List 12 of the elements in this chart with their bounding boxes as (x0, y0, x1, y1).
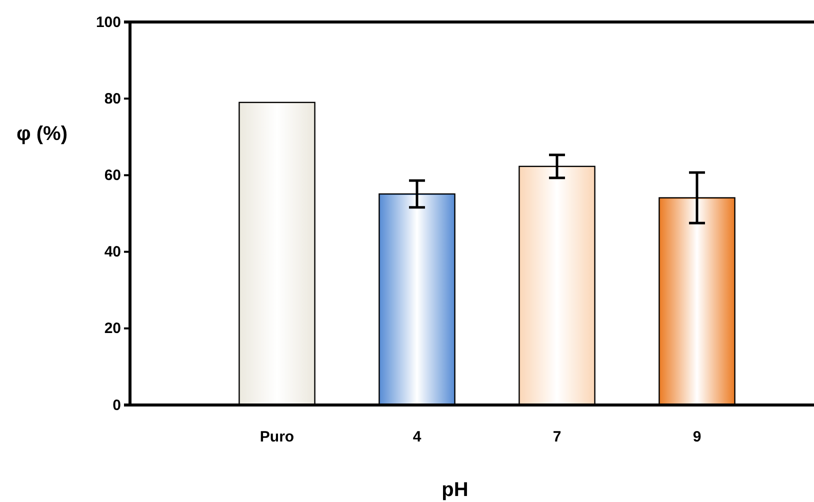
y-tick-label: 0 (112, 396, 121, 414)
x-tick-label: 4 (412, 428, 422, 446)
y-axis-title: φ (%) (16, 123, 68, 145)
y-tick-label: 60 (104, 167, 121, 184)
y-tick-label: 40 (104, 244, 121, 261)
x-tick-label: 7 (552, 428, 562, 446)
y-tick-label: 20 (104, 320, 121, 338)
x-axis-title: pH (442, 479, 468, 501)
x-tick-label: 9 (692, 428, 702, 446)
x-tick-label: Puro (260, 428, 294, 446)
y-tick-label: 80 (104, 90, 121, 108)
y-tick-label: 100 (96, 14, 121, 31)
